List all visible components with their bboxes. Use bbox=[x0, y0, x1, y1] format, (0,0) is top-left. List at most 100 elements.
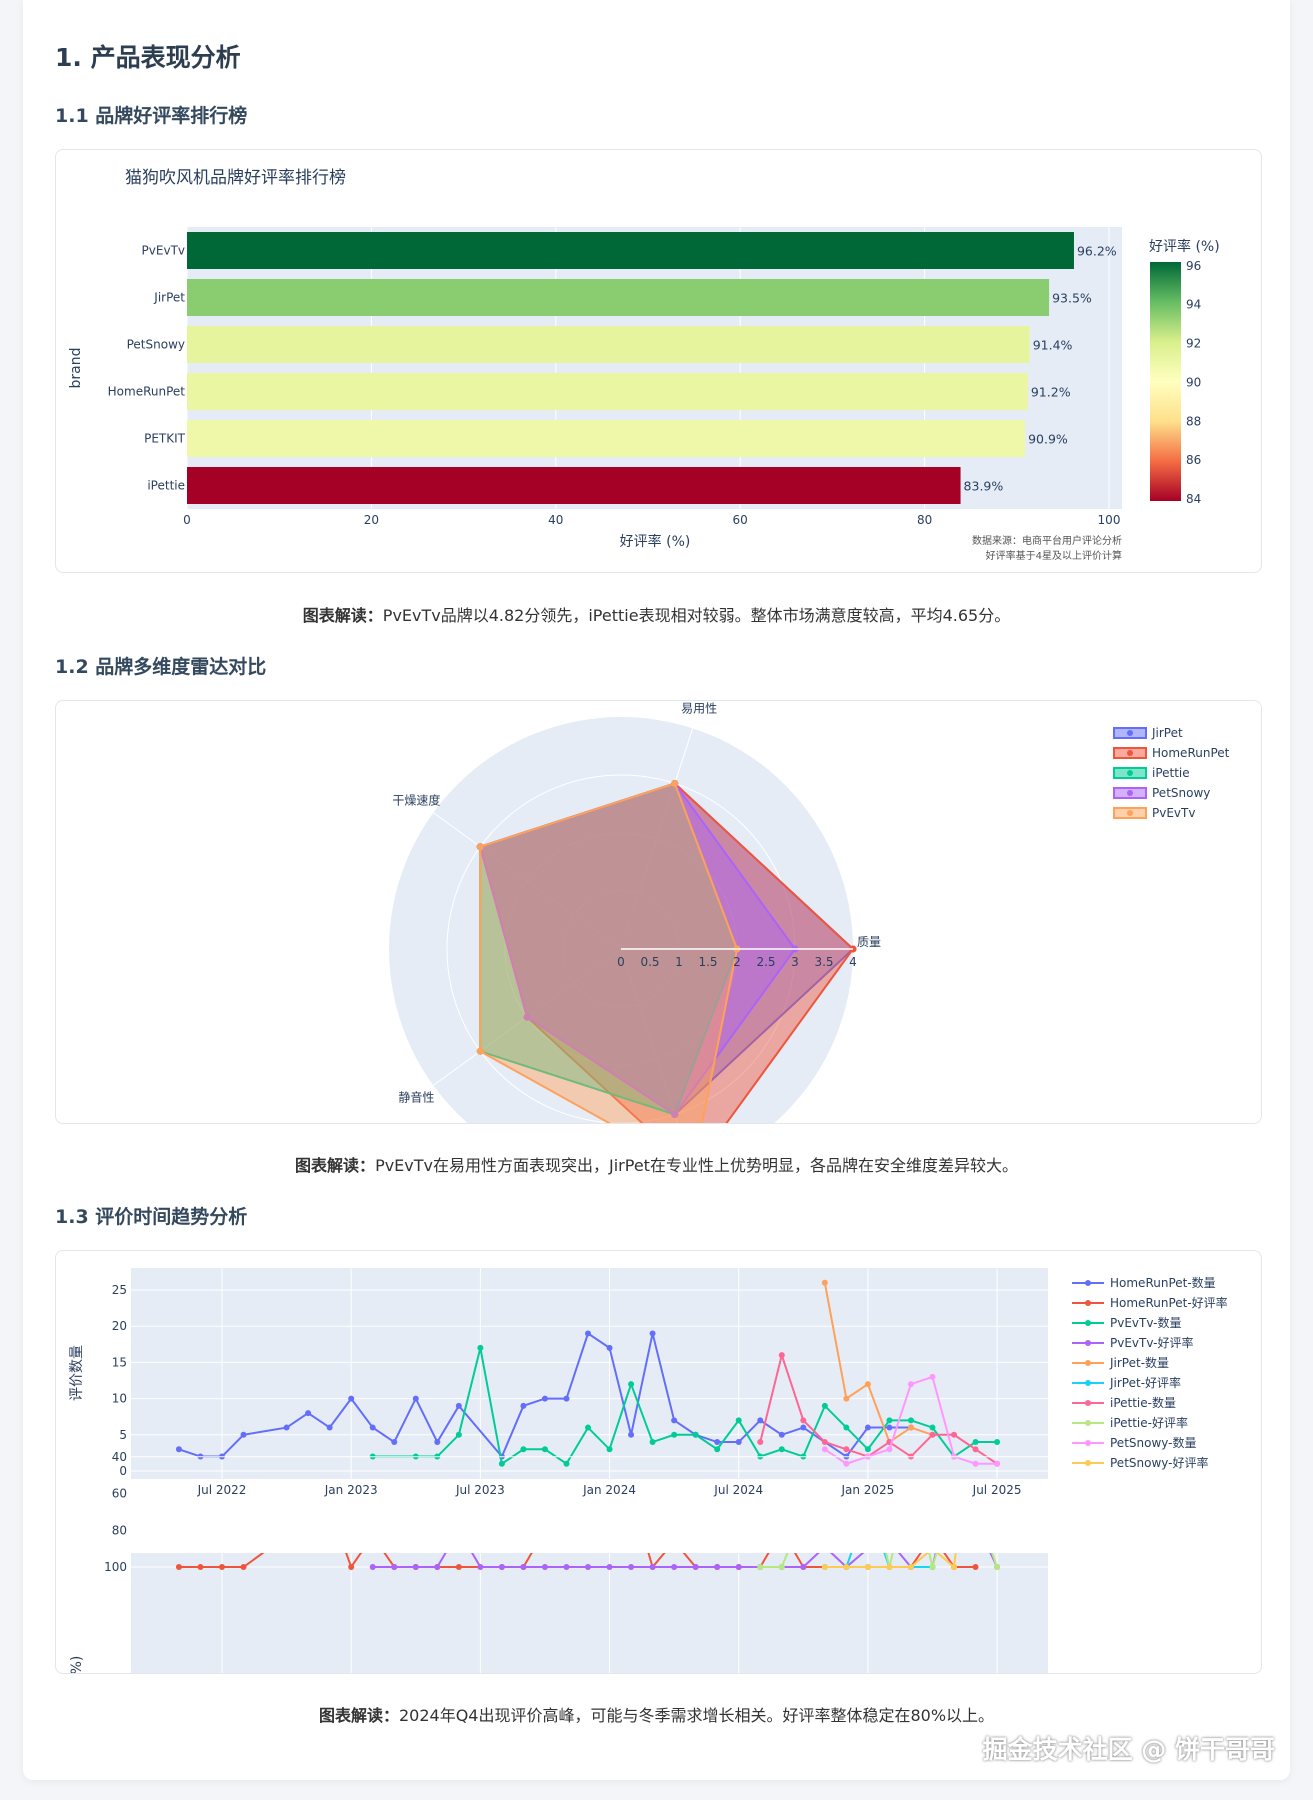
data-point bbox=[434, 1564, 441, 1570]
data-point bbox=[757, 1439, 764, 1446]
data-point bbox=[628, 1381, 635, 1388]
y-tick-label: 60 bbox=[112, 1487, 127, 1501]
data-point bbox=[434, 1439, 441, 1446]
colorbar-tick-label: 84 bbox=[1186, 492, 1201, 506]
data-point bbox=[541, 1564, 548, 1570]
data-point bbox=[369, 1564, 376, 1570]
data-label: 91.2% bbox=[1031, 385, 1071, 400]
plot-background bbox=[131, 1553, 1048, 1673]
radar-area-PvEvTv bbox=[479, 782, 739, 1123]
data-point bbox=[520, 1402, 527, 1409]
y-tick-label: 5 bbox=[119, 1428, 127, 1442]
radial-tick-label: 3.5 bbox=[814, 955, 833, 969]
data-point bbox=[929, 1373, 936, 1380]
data-point bbox=[757, 1417, 764, 1424]
legend-item: PetSnowy-数量 bbox=[1110, 1435, 1197, 1450]
data-point bbox=[305, 1518, 311, 1524]
data-point bbox=[843, 1460, 850, 1467]
legend-item: HomeRunPet-数量 bbox=[1110, 1275, 1216, 1290]
colorbar-tick-label: 88 bbox=[1186, 414, 1201, 428]
legend-item: PetSnowy-好评率 bbox=[1110, 1455, 1209, 1470]
radial-tick-label: 1 bbox=[675, 955, 683, 969]
caption-label: 图表解读： bbox=[318, 1706, 399, 1725]
data-point bbox=[865, 1503, 871, 1509]
caption-text: 2024年Q4出现评价高峰，可能与冬季需求增长相关。好评率整体稳定在80%以上。 bbox=[398, 1706, 995, 1725]
data-point bbox=[843, 1395, 850, 1402]
data-point bbox=[240, 1564, 247, 1570]
y-tick-label: 25 bbox=[112, 1283, 127, 1297]
y-tick-label: PvEvTv bbox=[142, 244, 185, 258]
legend-marker bbox=[1127, 810, 1133, 816]
legend-item-iPettie: iPettie bbox=[1152, 766, 1190, 780]
radial-tick-label: 0.5 bbox=[640, 955, 659, 969]
data-point bbox=[929, 1564, 936, 1570]
radial-tick-label: 0 bbox=[617, 955, 625, 969]
data-label: 96.2% bbox=[1077, 244, 1117, 259]
x-tick-label: 80 bbox=[917, 513, 932, 527]
axis-label-易用性: 易用性 bbox=[681, 701, 717, 715]
y-tick-label: PetSnowy bbox=[127, 338, 185, 352]
line-PvEvTv-好评率 bbox=[372, 1553, 998, 1569]
data-point bbox=[714, 1564, 721, 1570]
data-point bbox=[498, 1564, 505, 1570]
data-point bbox=[671, 1538, 677, 1544]
radial-tick-label: 1.5 bbox=[698, 955, 717, 969]
bar-chart-card: 猫狗吹风机品牌好评率排行榜 0 20 40 60 80 100 96.2% PvEvTv 93.5… bbox=[55, 149, 1262, 573]
data-point bbox=[865, 1546, 871, 1552]
legend-marker bbox=[1085, 1300, 1091, 1306]
colorbar-tick-label: 86 bbox=[1186, 453, 1201, 467]
data-point bbox=[563, 1564, 570, 1570]
bar-chart[interactable]: 猫狗吹风机品牌好评率排行榜 0 20 40 60 80 100 96.2% PvEvTv 93.5… bbox=[56, 150, 1262, 573]
data-point bbox=[628, 1431, 635, 1438]
data-point bbox=[671, 1417, 678, 1424]
data-point bbox=[692, 1564, 699, 1570]
plot-background bbox=[131, 1268, 1048, 1479]
data-point bbox=[907, 1417, 914, 1424]
data-point bbox=[219, 1564, 225, 1570]
y-tick-label: 80 bbox=[112, 1523, 127, 1537]
y-tick-label: 40 bbox=[112, 1450, 127, 1464]
axis-label-质量: 质量 bbox=[857, 935, 881, 949]
data-point bbox=[886, 1417, 893, 1424]
data-point bbox=[757, 1564, 764, 1570]
data-point bbox=[455, 1431, 462, 1438]
y-tick-label: JirPet bbox=[153, 291, 185, 305]
data-point bbox=[778, 1446, 785, 1453]
data-point bbox=[821, 1439, 828, 1446]
legend-item: JirPet-好评率 bbox=[1109, 1375, 1181, 1390]
subsection-title-2: 1.2 品牌多维度雷达对比 bbox=[55, 656, 267, 678]
legend-marker bbox=[1127, 770, 1133, 776]
x-tick-label: Jul 2022 bbox=[197, 1483, 247, 1497]
data-point bbox=[822, 1518, 828, 1524]
bar-JirPet bbox=[187, 279, 1050, 316]
radar-point bbox=[523, 1013, 531, 1021]
trend-chart-card: 0 5 10 15 20 25 评价数量 40 60 80 100 好评率 (%) Jul 2022 Ja… bbox=[55, 1250, 1262, 1674]
data-point bbox=[735, 1417, 742, 1424]
trend-chart[interactable]: 0 5 10 15 20 25 评价数量 40 60 80 100 好评率 (%) Jul 2022 Ja… bbox=[56, 1251, 1262, 1674]
data-point bbox=[973, 1518, 979, 1524]
legend-item-HomeRunPet: HomeRunPet bbox=[1152, 746, 1230, 760]
data-point bbox=[455, 1564, 462, 1570]
data-point bbox=[175, 1564, 182, 1570]
data-point bbox=[606, 1446, 613, 1453]
section-title: 1. 产品表现分析 bbox=[55, 43, 241, 72]
data-point bbox=[412, 1395, 419, 1402]
polar-background bbox=[389, 717, 853, 1123]
data-point bbox=[585, 1535, 591, 1541]
colorbar-tick-label: 90 bbox=[1186, 375, 1201, 389]
legend-marker bbox=[1085, 1340, 1091, 1346]
radial-tick-label: 4 bbox=[849, 955, 857, 969]
angular-gridline bbox=[620, 728, 694, 950]
data-point bbox=[864, 1564, 871, 1570]
data-point bbox=[585, 1424, 592, 1431]
legend-item: iPettie-好评率 bbox=[1110, 1415, 1188, 1430]
data-point bbox=[843, 1503, 849, 1509]
line-JirPet-数量 bbox=[823, 1282, 933, 1444]
data-point bbox=[391, 1564, 398, 1570]
bar-PetSnowy bbox=[187, 326, 1030, 363]
subsection-title-3: 1.3 评价时间趋势分析 bbox=[55, 1206, 248, 1228]
caption-text: PvEvTv在易用性方面表现突出，JirPet在专业性上优势明显，各品牌在安全维… bbox=[375, 1156, 1018, 1175]
data-point bbox=[929, 1546, 935, 1552]
data-point bbox=[498, 1460, 505, 1467]
